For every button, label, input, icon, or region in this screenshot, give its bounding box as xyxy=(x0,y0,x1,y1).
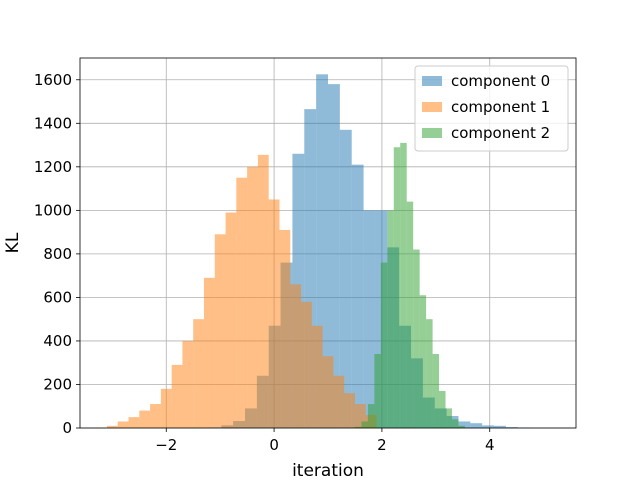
y-tick-label: 0 xyxy=(62,419,72,437)
histogram-bar xyxy=(380,262,388,428)
histogram-bar xyxy=(304,109,317,428)
histogram-bar xyxy=(470,423,483,428)
histogram-bar xyxy=(387,210,394,428)
series-component-2 xyxy=(354,142,465,428)
y-tick-label: 1000 xyxy=(34,201,72,219)
y-tick-label: 1600 xyxy=(34,71,72,89)
histogram-bar xyxy=(458,421,471,428)
legend-entry-label: component 2 xyxy=(451,124,550,142)
y-axis-label: KL xyxy=(3,232,23,253)
histogram-bar xyxy=(361,421,368,428)
legend-frame xyxy=(414,65,569,152)
histogram-bar xyxy=(413,249,420,428)
histogram-bar xyxy=(236,177,248,428)
legend-swatch xyxy=(422,76,442,86)
histogram-bar xyxy=(400,142,407,428)
histogram-bar xyxy=(452,419,459,428)
histogram-bar xyxy=(193,319,204,428)
x-tick-label: 2 xyxy=(377,436,387,454)
histogram-bar xyxy=(393,147,401,428)
histogram-bar xyxy=(439,391,446,428)
histogram-bar xyxy=(117,421,129,428)
y-tick-label: 200 xyxy=(43,375,72,393)
legend-swatch xyxy=(422,102,442,112)
histogram-bar xyxy=(367,404,375,428)
histogram-bar xyxy=(374,354,381,428)
histogram-bar xyxy=(505,427,518,428)
histogram-bar xyxy=(279,229,291,428)
histogram-bar xyxy=(290,284,302,428)
histogram-bar xyxy=(171,364,183,428)
histogram-bar xyxy=(419,295,427,428)
plot-frame xyxy=(79,57,577,429)
y-tick-label: 1400 xyxy=(34,114,72,132)
y-tick-label: 800 xyxy=(43,245,72,263)
histogram-bar xyxy=(344,393,355,428)
histogram-bar xyxy=(182,340,194,428)
histogram-bar xyxy=(268,199,280,428)
x-tick-label: −2 xyxy=(155,436,177,454)
histogram-bar xyxy=(351,164,364,428)
histogram-bar xyxy=(363,210,376,428)
x-axis-label: iteration xyxy=(292,461,364,480)
histogram-bar xyxy=(106,425,118,428)
histogram-bar xyxy=(204,277,215,428)
histogram-bar xyxy=(128,417,140,428)
histogram-bar xyxy=(406,201,414,428)
histogram-bar xyxy=(354,426,362,428)
histogram-bar xyxy=(225,212,237,428)
series-component-1 xyxy=(96,154,377,428)
histogram-bar xyxy=(322,356,334,428)
histogram-bar xyxy=(247,166,258,428)
histogram-bar xyxy=(432,354,440,428)
histogram-bar xyxy=(139,410,151,428)
histogram-bar xyxy=(328,84,340,428)
histogram-bar xyxy=(333,375,345,428)
y-tick-label: 1200 xyxy=(34,158,72,176)
histogram-bar xyxy=(426,319,433,428)
y-tick-label: 600 xyxy=(43,288,72,306)
y-tick-label: 400 xyxy=(43,332,72,350)
histogram-bar xyxy=(339,129,352,428)
histogram-bar xyxy=(301,301,312,428)
histogram-bars xyxy=(96,74,530,428)
legend-entry-label: component 1 xyxy=(451,98,550,116)
histogram-bar xyxy=(445,408,452,428)
legend: component 0 component 1 component 2 xyxy=(414,65,569,152)
histogram-bar xyxy=(458,425,465,428)
histogram-bar xyxy=(316,74,328,428)
histogram-bar xyxy=(160,388,172,428)
histogram-bar xyxy=(311,325,323,428)
histogram-bar xyxy=(354,404,366,428)
histogram-bar xyxy=(214,234,226,428)
x-tick-label: 4 xyxy=(485,436,495,454)
x-tick-label: 0 xyxy=(269,436,279,454)
histogram-bar xyxy=(482,425,495,428)
histogram-bar xyxy=(257,154,269,428)
legend-entry-label: component 0 xyxy=(451,72,550,90)
histogram-bar xyxy=(150,404,161,428)
legend-swatch xyxy=(422,128,442,138)
histogram-bar xyxy=(494,425,506,428)
axis-ticks: −2 0 2 4 0 200 400 600 800 1000 1200 1400 1600 xyxy=(34,71,495,454)
